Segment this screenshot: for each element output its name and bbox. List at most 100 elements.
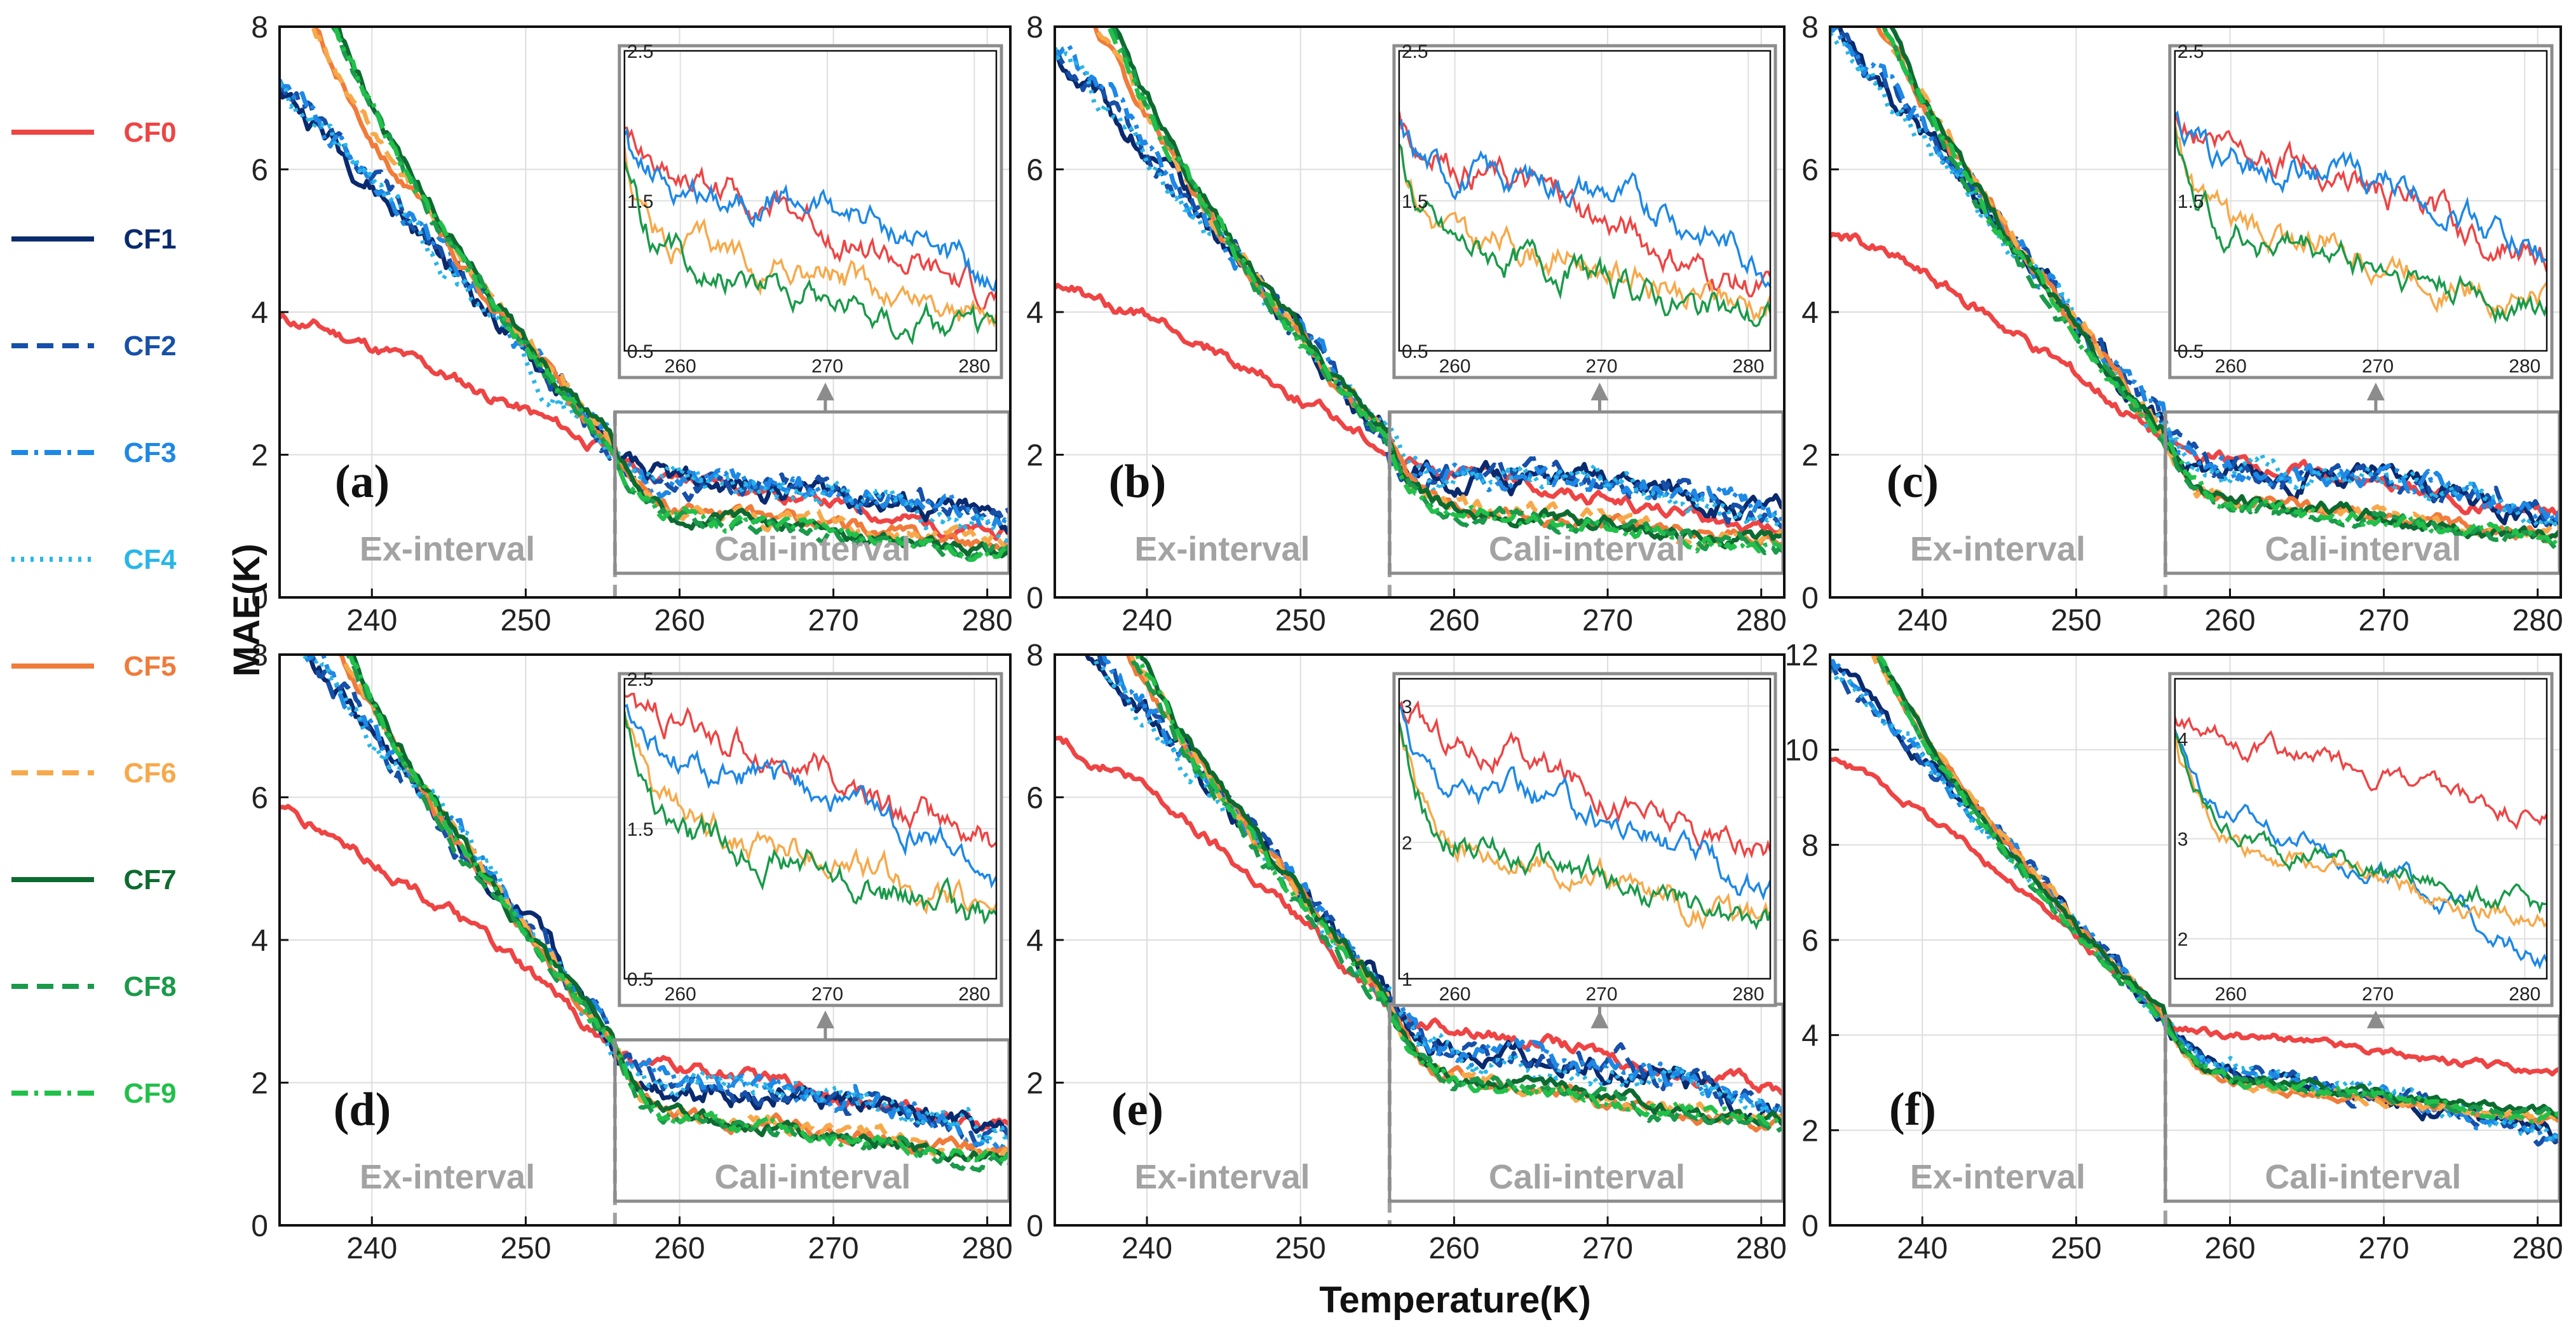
- x-tick-label: 240: [346, 604, 397, 637]
- y-tick-label: 8: [251, 639, 268, 672]
- y-tick-label: 12: [1785, 639, 1819, 672]
- panel-b: Ex-interval Cali-interval(b)240 250 260 270 2…: [1026, 11, 1786, 637]
- x-tick-label: 260: [654, 1232, 705, 1265]
- y-tick-label: 4: [251, 924, 268, 958]
- panel-d: Ex-interval Cali-interval(d)240 250 260 270 2…: [251, 639, 1013, 1265]
- y-tick-label: 4: [1801, 1019, 1819, 1053]
- panel-e: Ex-interval Cali-interval(e)240 250 260 270 2…: [1026, 639, 1787, 1265]
- series-line-cf9: [1107, 27, 1784, 554]
- legend-label-cf4: CF4: [123, 544, 177, 575]
- inset-x-tick: 280: [1732, 984, 1764, 1005]
- y-tick-label: 0: [1801, 1209, 1819, 1243]
- legend-label-cf9: CF9: [123, 1078, 176, 1109]
- x-tick-label: 250: [2051, 604, 2101, 637]
- inset-line-blue: [2174, 110, 2547, 264]
- ex-interval-label: Ex-interval: [360, 1158, 535, 1196]
- inset: 260 270 280 0.5 1.5 2.5: [2168, 41, 2554, 379]
- inset-y-tick: 2.5: [627, 41, 654, 62]
- series-line-cf1: [280, 89, 1010, 534]
- y-tick-label: 8: [251, 11, 268, 44]
- x-tick-label: 280: [962, 1232, 1013, 1265]
- y-tick-label: 0: [251, 582, 268, 615]
- x-tick-label: 250: [500, 1232, 551, 1265]
- legend-label-cf2: CF2: [123, 330, 176, 362]
- inset-x-tick: 270: [811, 984, 843, 1005]
- zoom-arrow-head: [2366, 383, 2385, 400]
- inset-y-tick: 1.5: [2178, 191, 2204, 212]
- x-tick-label: 240: [1897, 604, 1948, 637]
- y-tick-label: 0: [251, 1209, 268, 1243]
- inset-x-tick: 260: [665, 356, 696, 377]
- cali-interval-label: Cali-interval: [2265, 530, 2461, 568]
- y-tick-label: 6: [1801, 924, 1819, 958]
- inset-frame: [623, 50, 998, 352]
- series-lines: [280, 27, 1010, 562]
- x-tick-label: 250: [2051, 1232, 2101, 1265]
- zoom-arrow-head: [816, 383, 834, 400]
- series-line-cf7: [1110, 27, 1784, 550]
- ex-interval-label: Ex-interval: [1134, 1158, 1310, 1196]
- panels: Ex-interval Cali-interval(a)240 250 260 270 2…: [251, 11, 2563, 1265]
- x-tick-label: 260: [1428, 1232, 1479, 1265]
- inset-line-green: [2174, 732, 2547, 915]
- series-line-cf3: [300, 655, 1010, 1153]
- y-tick-label: 2: [1026, 1067, 1043, 1101]
- y-tick-label: 6: [251, 782, 268, 815]
- inset-x-tick: 260: [2215, 356, 2247, 377]
- series-lines: [1055, 655, 1784, 1135]
- panel-label: (a): [335, 456, 390, 508]
- inset-line-blue: [1399, 118, 1770, 289]
- inset-line-cf0: [2174, 716, 2547, 831]
- inset-line-green: [624, 711, 996, 925]
- legend-label-cf7: CF7: [123, 864, 176, 895]
- legend-label-cf1: CF1: [123, 224, 176, 255]
- inset-line-orange: [624, 146, 996, 329]
- inset-border: [2168, 44, 2554, 379]
- series-line-cf5: [312, 27, 1010, 552]
- x-tick-label: 240: [1122, 604, 1172, 637]
- y-tick-label: 2: [1026, 439, 1043, 473]
- legend-label-cf0: CF0: [123, 117, 176, 148]
- inset-line-orange: [1399, 144, 1770, 322]
- inset-line-cf0: [1399, 700, 1770, 859]
- legend: CF0 CF1 CF2 CF3 CF4 CF5 CF6 CF7 CF8 CF9: [11, 117, 177, 1109]
- series-lines: [1055, 27, 1784, 555]
- series-line-cf0: [1830, 756, 2561, 1077]
- y-tick-label: 2: [251, 439, 268, 473]
- series-line-cf2: [308, 655, 1010, 1148]
- x-tick-label: 280: [1736, 1232, 1787, 1265]
- inset-y-tick: 3: [2178, 829, 2188, 850]
- series-line-cf4: [1830, 32, 2561, 529]
- series-line-cf7: [1137, 655, 1784, 1127]
- series-line-cf8: [344, 655, 1010, 1173]
- inset-border: [618, 44, 1003, 379]
- y-tick-label: 4: [1026, 924, 1043, 958]
- series-lines: [1830, 27, 2561, 550]
- x-axis-label: Temperature(K): [1319, 1279, 1591, 1321]
- ex-interval-label: Ex-interval: [1910, 1158, 2085, 1196]
- y-tick-label: 6: [1026, 782, 1043, 815]
- series-line-cf9: [1881, 27, 2561, 548]
- inset-x-tick: 270: [2362, 356, 2394, 377]
- inset-line-cf0: [624, 126, 996, 312]
- x-tick-label: 270: [808, 604, 859, 637]
- inset-y-tick: 1.5: [627, 819, 654, 840]
- y-tick-label: 8: [1026, 11, 1043, 44]
- series-line-cf9: [1134, 655, 1784, 1127]
- series-line-cf4: [1830, 669, 2561, 1144]
- x-tick-label: 260: [2204, 604, 2255, 637]
- inset: 260 270 280 1 2 3: [1392, 672, 1777, 1007]
- x-tick-label: 250: [1275, 604, 1326, 637]
- panel-a: Ex-interval Cali-interval(a)240 250 260 270 2…: [251, 11, 1012, 637]
- inset-line-green: [2174, 126, 2547, 325]
- y-tick-label: 2: [1801, 1114, 1819, 1148]
- inset-lines: [624, 126, 996, 346]
- series-line-cf9: [1876, 655, 2561, 1124]
- x-tick-label: 270: [808, 1232, 859, 1265]
- y-tick-label: 0: [1026, 1209, 1043, 1243]
- series-line-cf4: [1092, 655, 1784, 1121]
- y-tick-label: 8: [1801, 829, 1819, 862]
- series-line-cf9: [333, 27, 1010, 562]
- inset-lines: [1399, 700, 1770, 930]
